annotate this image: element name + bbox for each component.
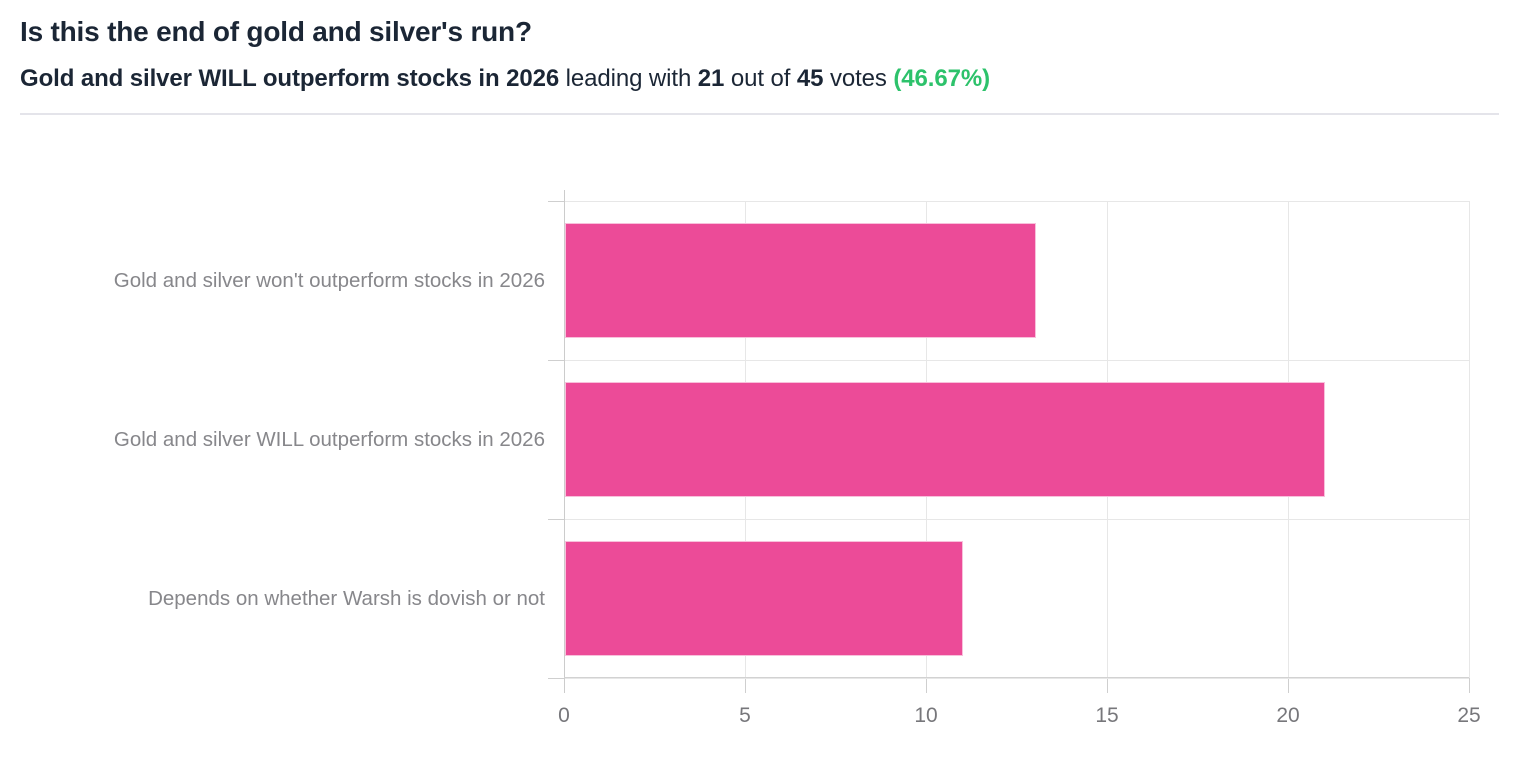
y-axis-tick bbox=[548, 201, 564, 202]
y-axis-tick bbox=[548, 518, 564, 520]
row-separator-line bbox=[564, 201, 1469, 202]
x-axis-tick-label: 5 bbox=[739, 704, 751, 727]
row-separator-line bbox=[564, 678, 1469, 679]
poll-summary: Gold and silver WILL outperform stocks i… bbox=[20, 65, 1500, 93]
page-title: Is this the end of gold and silver's run… bbox=[20, 16, 532, 47]
summary-text: votes bbox=[823, 65, 894, 92]
category-label: Depends on whether Warsh is dovish or no… bbox=[148, 586, 545, 610]
summary-text: out of bbox=[724, 65, 797, 92]
category-label: Gold and silver won't outperform stocks … bbox=[113, 268, 545, 292]
x-axis-tick-label: 15 bbox=[1095, 704, 1119, 727]
x-axis-tick-label: 0 bbox=[558, 704, 570, 727]
bar-row-2 bbox=[565, 382, 1326, 497]
summary-text: leading with bbox=[559, 65, 698, 92]
x-axis-line bbox=[564, 677, 1469, 678]
bar-row-3 bbox=[565, 541, 964, 656]
row-separator-line bbox=[564, 359, 1469, 361]
bar-chart: 0 5 10 15 20 25 Gold and silver won't outperfo… bbox=[0, 140, 1520, 780]
y-axis-tick bbox=[548, 678, 564, 679]
category-label: Gold and silver WILL outperform stocks i… bbox=[113, 427, 545, 451]
x-axis-tick bbox=[1107, 678, 1108, 693]
total-votes-count: 45 bbox=[796, 65, 824, 92]
x-axis-tick bbox=[926, 678, 927, 693]
leading-votes-count: 21 bbox=[697, 65, 725, 92]
bar-row-1 bbox=[565, 223, 1036, 338]
header-divider bbox=[20, 113, 1499, 115]
header: Is this the end of gold and silver's run… bbox=[20, 16, 1500, 93]
row-separator-line bbox=[564, 518, 1469, 520]
leading-percentage: (46.67%) bbox=[893, 65, 990, 92]
y-axis-tick bbox=[548, 359, 564, 361]
x-gridline bbox=[1469, 201, 1470, 678]
x-axis-tick bbox=[1469, 678, 1470, 693]
y-axis-line bbox=[564, 190, 565, 693]
x-axis-tick bbox=[1288, 678, 1289, 693]
plot-area bbox=[548, 190, 1470, 693]
x-axis-tick-label: 25 bbox=[1457, 704, 1481, 727]
x-axis-tick-label: 10 bbox=[914, 704, 938, 727]
x-axis-tick bbox=[745, 678, 746, 693]
x-axis-tick-label: 20 bbox=[1276, 704, 1300, 727]
leading-option-text: Gold and silver WILL outperform stocks i… bbox=[20, 65, 560, 92]
